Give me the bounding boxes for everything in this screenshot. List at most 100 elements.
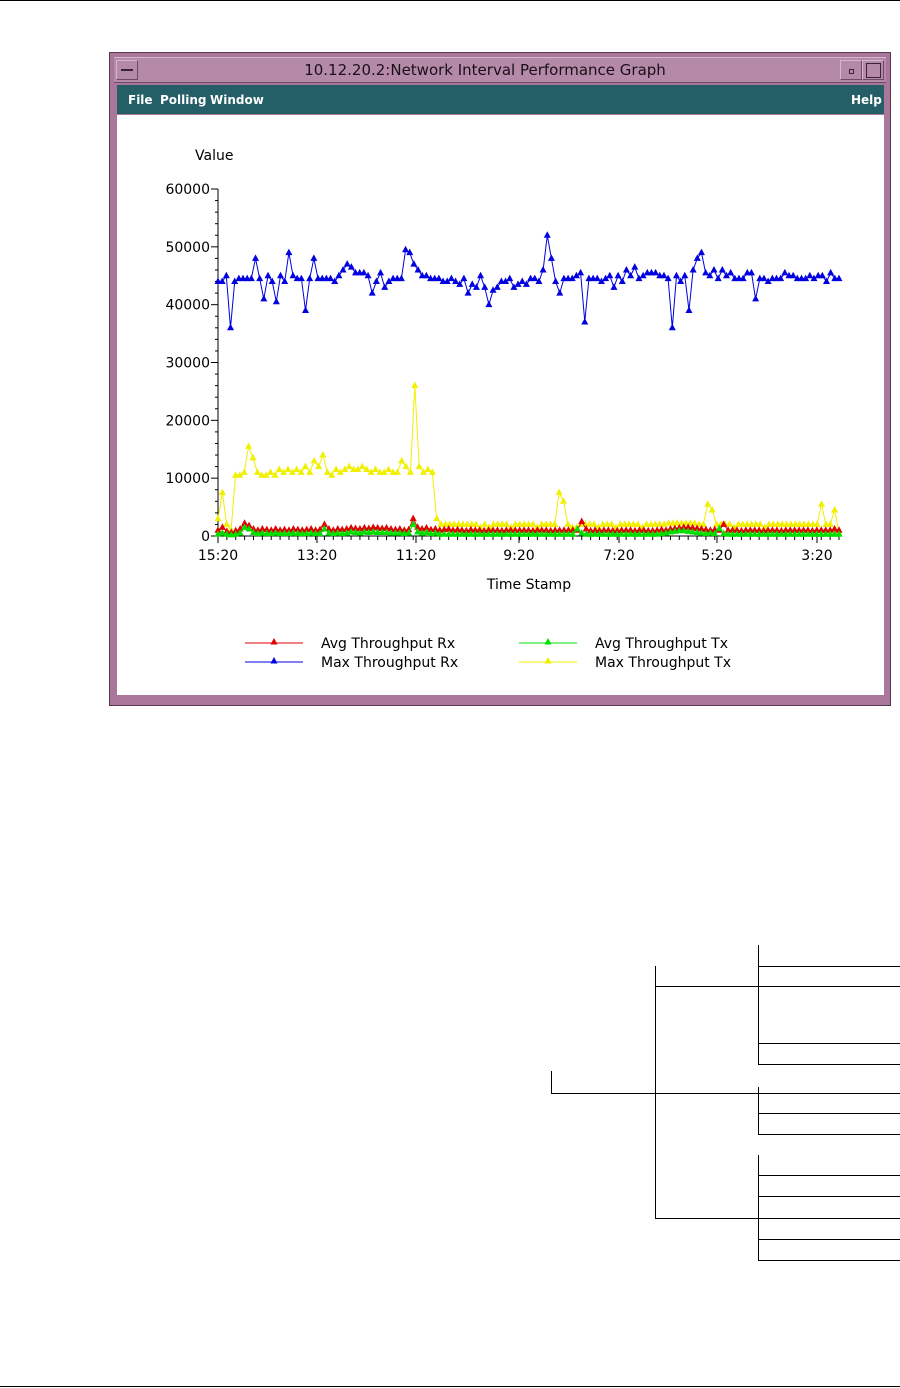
- maximize-button[interactable]: [862, 60, 884, 80]
- data-point: [493, 526, 501, 533]
- data-point: [746, 530, 754, 537]
- data-point: [454, 525, 462, 533]
- data-point: [529, 530, 537, 537]
- data-point: [352, 528, 360, 536]
- data-point: [485, 300, 493, 308]
- data-point: [467, 525, 475, 533]
- data-point: [697, 529, 705, 536]
- data-point: [415, 462, 423, 470]
- data-point: [511, 530, 519, 537]
- data-point: [733, 526, 741, 533]
- data-point: [319, 451, 327, 458]
- data-point: [800, 530, 808, 537]
- data-point: [485, 530, 493, 537]
- graph-window: 10.12.20.2:Network Interval Performance …: [109, 52, 891, 706]
- data-point: [493, 530, 501, 537]
- data-point: [706, 529, 714, 536]
- data-point: [328, 471, 336, 478]
- data-point: [516, 526, 524, 533]
- data-point: [529, 520, 537, 527]
- data-point: [405, 529, 413, 536]
- data-point: [689, 527, 697, 535]
- data-point: [352, 524, 360, 531]
- menu-help[interactable]: Help: [851, 93, 882, 107]
- data-point: [409, 520, 417, 527]
- data-point: [552, 277, 560, 285]
- tree-line: [758, 1064, 900, 1065]
- legend-label: Max Throughput Rx: [321, 655, 458, 671]
- data-point: [402, 245, 410, 253]
- data-point: [294, 525, 302, 533]
- data-point: [294, 529, 302, 537]
- data-point: [245, 525, 253, 532]
- data-point: [668, 323, 676, 331]
- x-axis-label: Time Stamp: [486, 577, 571, 593]
- data-point: [764, 530, 772, 537]
- data-point: [693, 254, 701, 261]
- data-point: [560, 530, 568, 537]
- data-point: [367, 468, 375, 475]
- data-point: [755, 530, 763, 537]
- tree-line: [758, 986, 900, 987]
- menu-polling[interactable]: Polling: [160, 93, 207, 107]
- data-point: [591, 530, 599, 537]
- data-point: [428, 468, 436, 475]
- data-point: [502, 530, 510, 537]
- data-point: [581, 318, 589, 325]
- tree-line: [758, 1043, 900, 1044]
- data-point: [236, 529, 244, 536]
- data-point: [503, 520, 511, 527]
- data-point: [644, 530, 652, 537]
- data-point: [568, 274, 576, 282]
- data-point: [724, 530, 732, 537]
- data-point: [272, 525, 280, 532]
- plot-area: Value 60000 50000 40000 30000 20000 10000 0 15:2…: [117, 115, 884, 695]
- data-point: [631, 530, 639, 537]
- data-point: [835, 530, 843, 537]
- data-point: [715, 524, 723, 531]
- menu-window[interactable]: Window: [210, 93, 264, 107]
- data-point: [720, 520, 728, 527]
- legend-item: Avg Throughput Rx: [245, 636, 455, 652]
- data-point: [613, 530, 621, 537]
- data-point: [822, 530, 830, 537]
- data-point: [398, 456, 406, 464]
- data-point: [652, 268, 660, 276]
- data-point: [711, 529, 719, 537]
- title-bar[interactable]: 10.12.20.2:Network Interval Performance …: [114, 57, 886, 83]
- data-point: [247, 274, 255, 282]
- legend-label: Max Throughput Tx: [595, 655, 731, 671]
- data-point: [383, 523, 391, 531]
- data-point: [507, 523, 515, 530]
- data-point: [551, 520, 559, 527]
- menu-file[interactable]: File: [128, 93, 153, 107]
- data-point: [518, 277, 526, 285]
- data-point: [302, 306, 310, 313]
- data-point: [358, 462, 366, 470]
- minimize-button[interactable]: [840, 60, 862, 80]
- window-menu-button[interactable]: [116, 60, 138, 80]
- data-point: [813, 530, 821, 537]
- data-point: [768, 526, 776, 533]
- x-tick-label: 7:20: [603, 548, 634, 564]
- data-point: [587, 530, 595, 537]
- data-point: [802, 274, 810, 282]
- data-point: [551, 526, 559, 533]
- data-point: [320, 525, 328, 532]
- data-point: [272, 529, 280, 536]
- data-point: [385, 465, 393, 472]
- data-point: [782, 526, 790, 533]
- data-point: [435, 274, 443, 282]
- data-point: [241, 519, 249, 526]
- data-point: [454, 530, 462, 537]
- data-point: [539, 265, 547, 273]
- data-point: [240, 468, 248, 475]
- data-point: [556, 526, 564, 533]
- data-point: [786, 530, 794, 537]
- data-point: [347, 523, 355, 531]
- data-point: [387, 525, 395, 532]
- data-point: [271, 471, 279, 478]
- data-point: [681, 271, 689, 279]
- data-point: [277, 271, 285, 279]
- data-point: [742, 530, 750, 537]
